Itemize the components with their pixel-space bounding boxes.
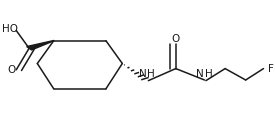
Text: H: H	[147, 69, 155, 79]
Text: O: O	[172, 34, 180, 44]
Text: N: N	[196, 69, 204, 79]
Text: O: O	[7, 65, 15, 75]
Text: H: H	[205, 69, 212, 79]
Text: N: N	[139, 69, 146, 79]
Text: HO: HO	[2, 24, 18, 34]
Text: F: F	[268, 64, 273, 74]
Polygon shape	[27, 41, 54, 50]
